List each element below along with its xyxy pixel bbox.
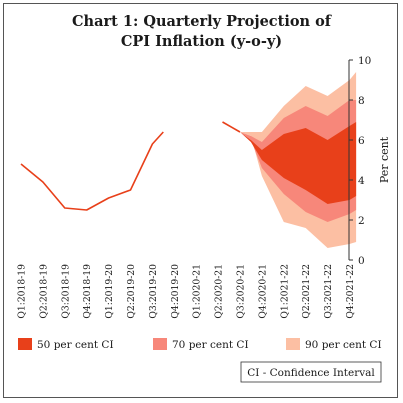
legend-label: 90 per cent CI — [305, 339, 382, 351]
y-tick-label: 2 — [358, 215, 365, 227]
x-tick-label: Q2:2021-22 — [301, 264, 312, 319]
note-border — [240, 361, 382, 383]
x-tick-label: Q3:2019-20 — [148, 264, 159, 319]
legend: 50 per cent CI 70 per cent CI 90 per cent … — [18, 338, 382, 351]
y-tick-label: 8 — [358, 95, 365, 107]
note-box: CI - Confidence Interval — [240, 361, 382, 383]
y-tick-label: 10 — [358, 55, 371, 67]
x-tick-label: Q1:2020-21 — [192, 264, 203, 319]
actual-line-segment-1 — [20, 131, 164, 211]
x-tick-label: Q2:2019-20 — [126, 264, 137, 319]
y-axis-label: Per cent — [378, 136, 391, 183]
chart-title: Chart 1: Quarterly Projection of CPI Inf… — [0, 12, 403, 52]
x-tick-label: Q4:2020-21 — [257, 264, 268, 319]
band-50-ci — [240, 122, 357, 204]
actual-line-segment-2 — [222, 121, 241, 133]
x-tick-label: Q3:2021-22 — [323, 264, 334, 319]
x-tick-label: Q2:2018-19 — [38, 264, 49, 319]
note-text: CI - Confidence Interval — [247, 367, 375, 379]
legend-swatch — [153, 338, 167, 350]
legend-swatch — [18, 338, 32, 350]
confidence-bands — [240, 72, 357, 248]
x-tick-label: Q4:2021-22 — [345, 264, 356, 319]
y-axis: Per cent 0 2 4 6 8 10 — [348, 55, 391, 267]
x-tick-label: Q1:2018-19 — [17, 264, 28, 319]
legend-swatch — [286, 338, 300, 350]
y-tick-label: 6 — [358, 135, 365, 147]
x-tick-label: Q3:2018-19 — [60, 264, 71, 319]
x-tick-label: Q1:2021-22 — [279, 264, 290, 319]
legend-label: 70 per cent CI — [172, 339, 249, 351]
y-tick-label: 0 — [358, 255, 365, 267]
x-tick-label: Q4:2018-19 — [82, 264, 93, 319]
legend-label: 50 per cent CI — [37, 339, 114, 351]
chart-title-line-1: Chart 1: Quarterly Projection of — [72, 13, 331, 30]
x-tick-label: Q4:2019-20 — [170, 264, 181, 319]
x-tick-label: Q1:2019-20 — [104, 264, 115, 319]
x-tick-label: Q3:2020-21 — [236, 264, 247, 319]
actual-series — [20, 121, 241, 211]
y-tick-label: 4 — [358, 175, 365, 187]
chart-title-line-2: CPI Inflation (y-o-y) — [120, 33, 283, 50]
x-axis-ticks: Q1:2018-19 Q2:2018-19 Q3:2018-19 Q4:2018-19… — [17, 264, 357, 319]
x-tick-label: Q2:2020-21 — [214, 264, 225, 319]
